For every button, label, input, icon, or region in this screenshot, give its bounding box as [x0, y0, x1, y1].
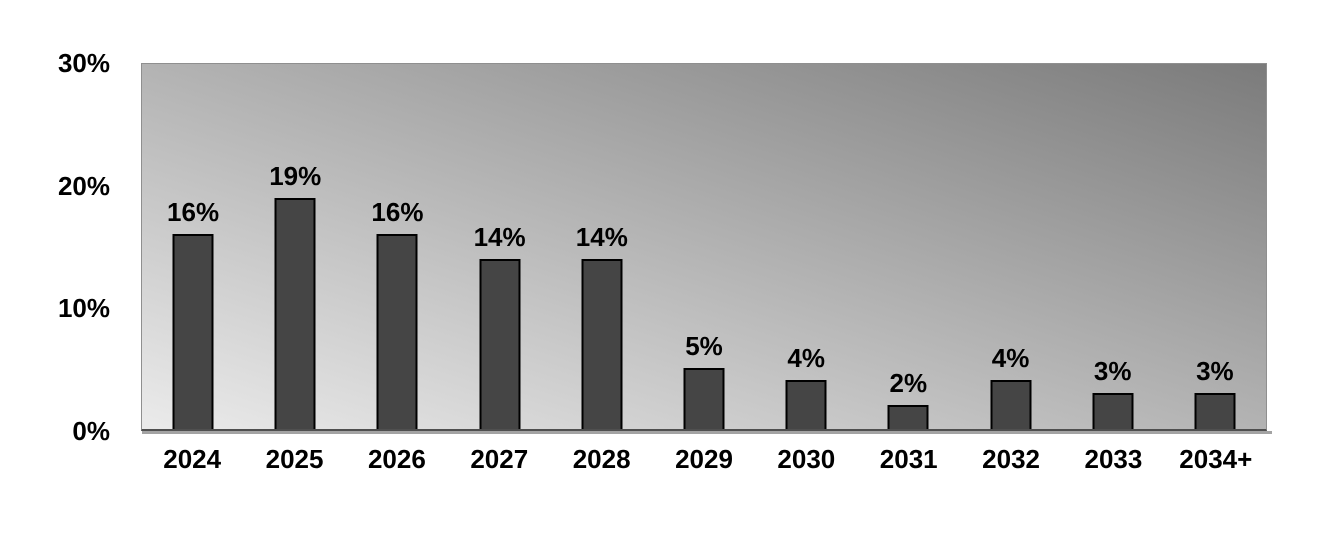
bar-2032	[990, 380, 1032, 429]
x-tick-label-2027: 2027	[470, 444, 529, 474]
bar-value-label: 16%	[167, 197, 220, 228]
x-tick-label-2028: 2028	[572, 444, 631, 474]
bar-value-label: 4%	[991, 343, 1030, 374]
bar-2033	[1092, 392, 1134, 429]
y-tick-label-30%: 30%	[57, 48, 110, 78]
bar-value-label: 2%	[889, 367, 928, 398]
bar-slot: 2%	[857, 64, 959, 429]
y-tick-label-20%: 20%	[57, 170, 110, 201]
bar-value-label: 4%	[787, 343, 825, 374]
bar-value-label: 14%	[473, 221, 526, 252]
bar-slot: 14%	[449, 64, 551, 429]
bar-value-label: 5%	[685, 331, 723, 362]
bar-value-label: 3%	[1196, 355, 1234, 386]
bar-value-label: 14%	[575, 221, 628, 252]
x-tick-label-2034+: 2034+	[1179, 444, 1253, 474]
bar-slot: 3%	[1164, 64, 1266, 429]
y-tick-label-0%: 0%	[72, 416, 110, 446]
bar-value-label: 3%	[1093, 355, 1132, 386]
bar-slot: 3%	[1062, 64, 1164, 429]
bar-2025	[274, 197, 316, 429]
bar-slot: 16%	[142, 64, 244, 429]
bar-2030	[785, 380, 827, 429]
bar-slot: 4%	[959, 64, 1061, 429]
x-tick-label-2032: 2032	[982, 444, 1040, 474]
bar-value-label: 16%	[371, 197, 424, 228]
bar-value-label: 19%	[269, 160, 322, 191]
y-tick-label-10%: 10%	[57, 293, 110, 324]
bar-slot: 14%	[551, 64, 653, 429]
x-tick-label-2024: 2024	[163, 444, 222, 474]
x-tick-label-2030: 2030	[777, 444, 836, 474]
x-axis: 2024 2025 2026 2027 2028 2029 2030 2031 2032 2033…	[141, 444, 1267, 478]
plot-area: 16% 19% 16% 14% 14% 5% 4% 2% 4% 3% 3%	[141, 63, 1272, 434]
bar-2028	[581, 258, 623, 429]
bar-2026	[376, 234, 418, 429]
bar-slot: 16%	[346, 64, 448, 429]
bar-slot: 4%	[755, 64, 857, 429]
x-tick-label-2026: 2026	[367, 444, 426, 474]
y-axis: 30% 20% 10% 0%	[0, 0, 110, 538]
bar-2034+	[1194, 392, 1236, 429]
bar-slot: 5%	[653, 64, 755, 429]
bar-slot: 19%	[244, 64, 346, 429]
bar-2029	[683, 368, 725, 429]
x-tick-label-2025: 2025	[265, 444, 324, 474]
bar-2024	[172, 234, 214, 429]
x-tick-label-2029: 2029	[675, 444, 733, 474]
bar-2027	[479, 258, 521, 429]
x-tick-label-2033: 2033	[1084, 444, 1143, 474]
bar-2031	[887, 404, 929, 429]
x-tick-label-2031: 2031	[879, 444, 938, 474]
